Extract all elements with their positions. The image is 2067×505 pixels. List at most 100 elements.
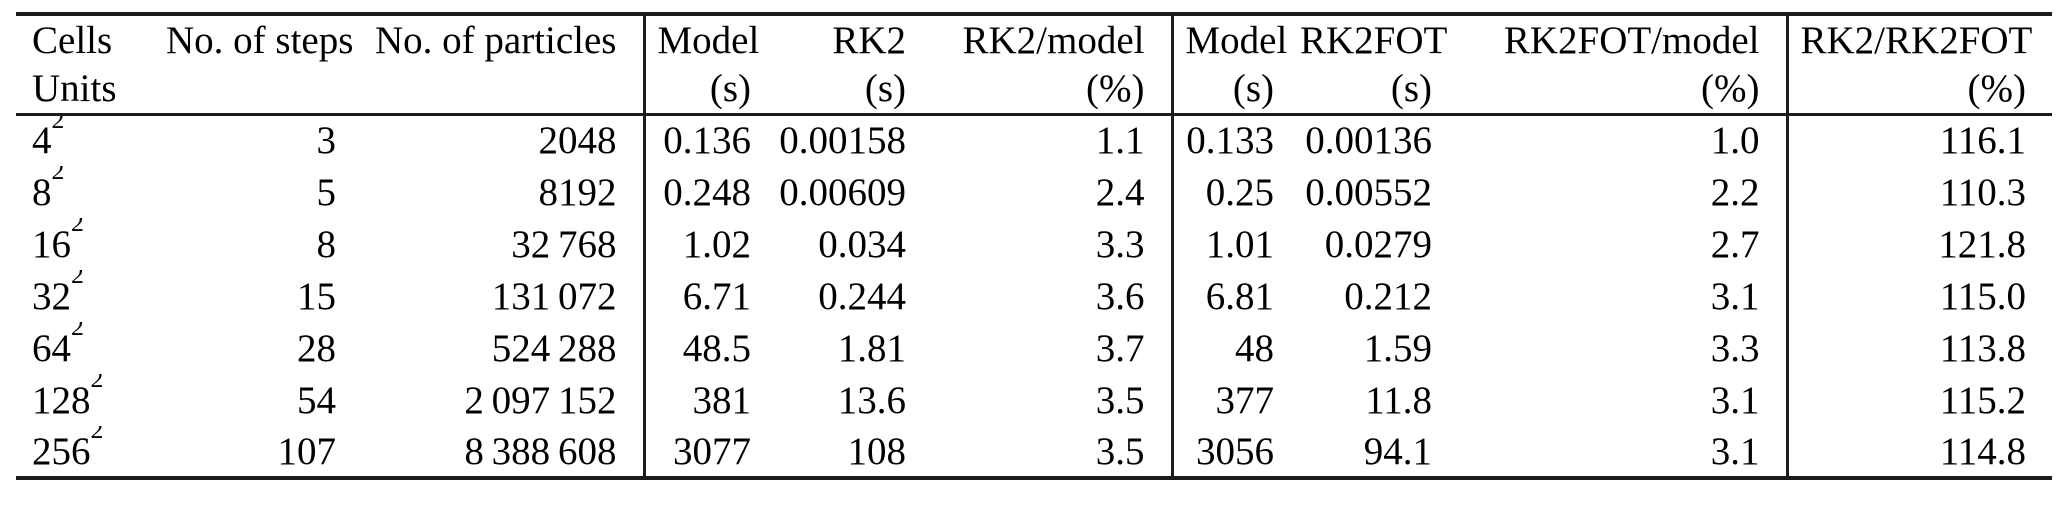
cell-model-rk2: 0.248 <box>642 166 777 218</box>
cell-steps: 8 <box>316 222 337 266</box>
header-rk2: RK2 <box>832 18 906 62</box>
cell-cells: 2562 <box>16 426 166 478</box>
header-unit-rk2: (s) <box>777 64 932 116</box>
header-row-labels: Cells No. of steps No. of particles Mode… <box>16 14 2052 64</box>
cell-cells: 642 <box>16 322 166 374</box>
cell-rk2fot: 94.1 <box>1363 429 1432 473</box>
cell-model-rk2fot: 377 <box>1170 374 1300 426</box>
cell-model-rk2: 6.71 <box>642 270 777 322</box>
cell-rk2fot: 0.212 <box>1344 274 1432 318</box>
cell-rk2fot: 11.8 <box>1365 378 1432 422</box>
cell-model-rk2: 48.5 <box>642 322 777 374</box>
header-row-units: Units (s) (s) (%) (s) (s) (%) (%) <box>16 64 2052 116</box>
cell-rk2-over-model: 3.5 <box>1095 429 1145 473</box>
cell-rk2: 108 <box>847 429 907 473</box>
cell-particles: 8192 <box>538 170 617 214</box>
cell-model-rk2fot: 6.81 <box>1170 270 1300 322</box>
header-particles: No. of particles <box>374 18 617 62</box>
table-header: Cells No. of steps No. of particles Mode… <box>16 14 2052 116</box>
cell-steps: 28 <box>297 326 336 370</box>
header-unit-rk2fot-over-model: (%) <box>1458 64 1787 116</box>
table-row: 2562 107 8 388 608 3077 108 3.5 3056 94.… <box>16 426 2052 478</box>
cell-steps: 5 <box>316 170 337 214</box>
header-unit-model-rk2fot: (s) <box>1170 64 1300 116</box>
header-unit-rk2-over-model: (%) <box>932 64 1172 116</box>
header-rk2-over-model: RK2/model <box>962 18 1145 62</box>
cell-particles: 2 097 152 <box>464 378 617 422</box>
cells-exponent: 2 <box>51 166 65 185</box>
cell-rk2-over-rk2fot: 121.8 <box>1785 218 2052 270</box>
cell-rk2-over-rk2fot: 115.2 <box>1785 374 2052 426</box>
cell-steps: 15 <box>297 274 336 318</box>
cell-particles: 131 072 <box>491 274 617 318</box>
cell-rk2fot-over-model: 2.2 <box>1710 170 1760 214</box>
timing-comparison-table-wrapper: Cells No. of steps No. of particles Mode… <box>16 12 2052 480</box>
table-row: 162 8 32 768 1.02 0.034 3.3 1.01 0.0279 … <box>16 218 2052 270</box>
table-body: 42 3 2048 0.136 0.00158 1.1 0.133 0.0013… <box>16 114 2052 478</box>
cells-exponent: 2 <box>51 114 65 134</box>
cell-rk2: 0.034 <box>818 222 906 266</box>
table-row: 1282 54 2 097 152 381 13.6 3.5 377 11.8 … <box>16 374 2052 426</box>
cell-rk2: 0.244 <box>818 274 906 318</box>
cell-rk2fot: 0.0279 <box>1324 222 1432 266</box>
cell-rk2: 1.81 <box>837 326 906 370</box>
cell-rk2fot-over-model: 2.7 <box>1710 222 1760 266</box>
cell-particles: 8 388 608 <box>464 429 617 473</box>
cell-rk2-over-rk2fot: 113.8 <box>1785 322 2052 374</box>
header-rk2fot-over-model: RK2FOT/model <box>1503 18 1760 62</box>
cell-cells: 42 <box>16 114 166 166</box>
header-unit-particles-empty <box>362 64 644 116</box>
cells-base: 8 <box>32 170 52 214</box>
cell-rk2fot: 0.00552 <box>1305 170 1432 214</box>
cell-rk2-over-model: 3.5 <box>1095 378 1145 422</box>
header-model-rk2fot: Model <box>1170 14 1300 64</box>
cell-steps: 107 <box>277 429 337 473</box>
cell-cells: 322 <box>16 270 166 322</box>
cell-model-rk2: 0.136 <box>642 114 777 166</box>
cell-cells: 1282 <box>16 374 166 426</box>
header-rk2fot: RK2FOT <box>1300 18 1448 62</box>
cell-rk2: 0.00158 <box>779 119 906 163</box>
cell-model-rk2: 1.02 <box>642 218 777 270</box>
cell-rk2: 13.6 <box>837 378 906 422</box>
header-cells: Cells <box>32 18 113 62</box>
cell-rk2-over-model: 2.4 <box>1095 170 1145 214</box>
cell-cells: 162 <box>16 218 166 270</box>
cell-model-rk2fot: 0.25 <box>1170 166 1300 218</box>
cell-steps: 54 <box>297 378 336 422</box>
cells-exponent: 2 <box>71 218 84 237</box>
cell-rk2fot: 0.00136 <box>1305 119 1432 163</box>
cell-rk2fot: 1.59 <box>1363 326 1432 370</box>
cell-model-rk2fot: 3056 <box>1170 426 1300 478</box>
cells-base: 32 <box>32 274 71 318</box>
cell-rk2-over-rk2fot: 115.0 <box>1785 270 2052 322</box>
cells-base: 128 <box>32 378 91 422</box>
cells-base: 16 <box>32 222 71 266</box>
cell-rk2fot-over-model: 3.3 <box>1710 326 1760 370</box>
header-rk2-over-rk2fot: RK2/RK2FOT <box>1785 14 2052 64</box>
header-unit-rk2fot: (s) <box>1300 64 1458 116</box>
cell-model-rk2: 381 <box>642 374 777 426</box>
cell-particles: 2048 <box>538 119 617 163</box>
header-unit-rk2-over-rk2fot: (%) <box>1785 64 2052 116</box>
cell-rk2-over-model: 3.6 <box>1095 274 1145 318</box>
header-model-rk2: Model <box>642 14 777 64</box>
timing-comparison-table: Cells No. of steps No. of particles Mode… <box>16 12 2052 480</box>
cell-rk2fot-over-model: 3.1 <box>1710 378 1760 422</box>
cell-particles: 524 288 <box>491 326 617 370</box>
cells-exponent: 2 <box>90 426 104 444</box>
header-unit-model-rk2: (s) <box>642 64 777 116</box>
header-steps: No. of steps <box>166 18 354 62</box>
table-row: 322 15 131 072 6.71 0.244 3.6 6.81 0.212… <box>16 270 2052 322</box>
cell-rk2-over-rk2fot: 114.8 <box>1785 426 2052 478</box>
cell-rk2-over-rk2fot: 116.1 <box>1785 114 2052 166</box>
cell-rk2-over-model: 3.7 <box>1095 326 1145 370</box>
cell-rk2-over-model: 1.1 <box>1095 119 1145 163</box>
table-row: 642 28 524 288 48.5 1.81 3.7 48 1.59 3.3… <box>16 322 2052 374</box>
cell-particles: 32 768 <box>511 222 617 266</box>
cell-cells: 82 <box>16 166 166 218</box>
cells-base: 64 <box>32 326 71 370</box>
header-units-label: Units <box>16 64 166 116</box>
cell-rk2fot-over-model: 1.0 <box>1710 119 1760 163</box>
cells-exponent: 2 <box>71 322 84 341</box>
